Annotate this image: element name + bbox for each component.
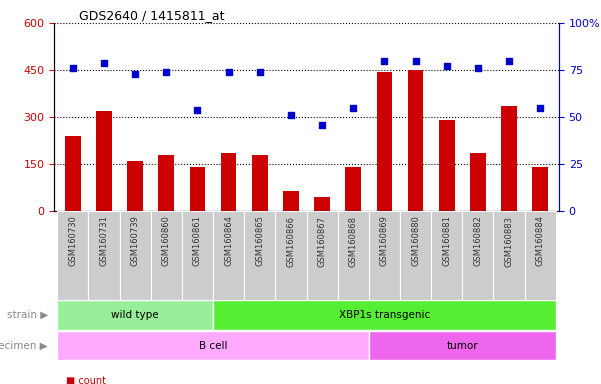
Point <box>130 71 140 77</box>
Text: GSM160730: GSM160730 <box>69 216 78 266</box>
Bar <box>213 300 556 329</box>
Bar <box>400 211 431 300</box>
Text: GSM160731: GSM160731 <box>99 216 108 266</box>
Bar <box>244 211 275 300</box>
Bar <box>377 72 392 211</box>
Bar <box>369 331 556 360</box>
Bar <box>431 211 462 300</box>
Text: GSM160866: GSM160866 <box>287 216 296 266</box>
Bar <box>346 167 361 211</box>
Bar <box>470 153 486 211</box>
Bar <box>283 191 299 211</box>
Point <box>504 58 514 64</box>
Bar <box>439 120 454 211</box>
Point <box>410 58 420 64</box>
Bar <box>57 331 369 360</box>
Bar <box>151 211 182 300</box>
Bar <box>190 167 205 211</box>
Point <box>380 58 389 64</box>
Text: GSM160881: GSM160881 <box>442 216 451 266</box>
Bar <box>275 211 307 300</box>
Text: B cell: B cell <box>199 341 227 351</box>
Bar <box>369 211 400 300</box>
Bar <box>127 161 143 211</box>
Text: GSM160867: GSM160867 <box>317 216 326 266</box>
Text: GSM160860: GSM160860 <box>162 216 171 266</box>
Text: GSM160739: GSM160739 <box>130 216 139 266</box>
Point <box>286 112 296 118</box>
Text: GSM160864: GSM160864 <box>224 216 233 266</box>
Bar <box>462 211 493 300</box>
Text: GSM160884: GSM160884 <box>535 216 545 266</box>
Text: GSM160880: GSM160880 <box>411 216 420 266</box>
Text: XBP1s transgenic: XBP1s transgenic <box>339 310 430 320</box>
Text: GSM160869: GSM160869 <box>380 216 389 266</box>
Bar <box>338 211 369 300</box>
Bar <box>252 155 267 211</box>
Bar <box>88 211 120 300</box>
Text: specimen ▶: specimen ▶ <box>0 341 48 351</box>
Point <box>473 65 483 71</box>
Bar <box>408 70 423 211</box>
Text: GDS2640 / 1415811_at: GDS2640 / 1415811_at <box>79 9 225 22</box>
Point <box>193 106 203 113</box>
Bar <box>213 211 244 300</box>
Text: GSM160861: GSM160861 <box>193 216 202 266</box>
Text: GSM160865: GSM160865 <box>255 216 264 266</box>
Point <box>535 104 545 111</box>
Point <box>442 63 451 70</box>
Bar <box>57 211 88 300</box>
Text: ■ count: ■ count <box>66 376 106 384</box>
Bar <box>532 167 548 211</box>
Bar <box>525 211 556 300</box>
Text: GSM160868: GSM160868 <box>349 216 358 266</box>
Point <box>68 65 78 71</box>
Bar <box>182 211 213 300</box>
Point <box>99 60 109 66</box>
Bar <box>57 300 213 329</box>
Point <box>162 69 171 75</box>
Bar <box>314 197 330 211</box>
Point <box>349 104 358 111</box>
Bar <box>65 136 81 211</box>
Bar <box>96 111 112 211</box>
Text: GSM160882: GSM160882 <box>474 216 483 266</box>
Bar <box>221 153 236 211</box>
Text: GSM160883: GSM160883 <box>505 216 514 266</box>
Text: wild type: wild type <box>111 310 159 320</box>
Text: strain ▶: strain ▶ <box>7 310 48 320</box>
Bar <box>501 106 517 211</box>
Point <box>255 69 264 75</box>
Point <box>224 69 233 75</box>
Bar <box>159 155 174 211</box>
Bar <box>493 211 525 300</box>
Text: tumor: tumor <box>447 341 478 351</box>
Bar <box>120 211 151 300</box>
Point <box>317 122 327 128</box>
Bar <box>307 211 338 300</box>
